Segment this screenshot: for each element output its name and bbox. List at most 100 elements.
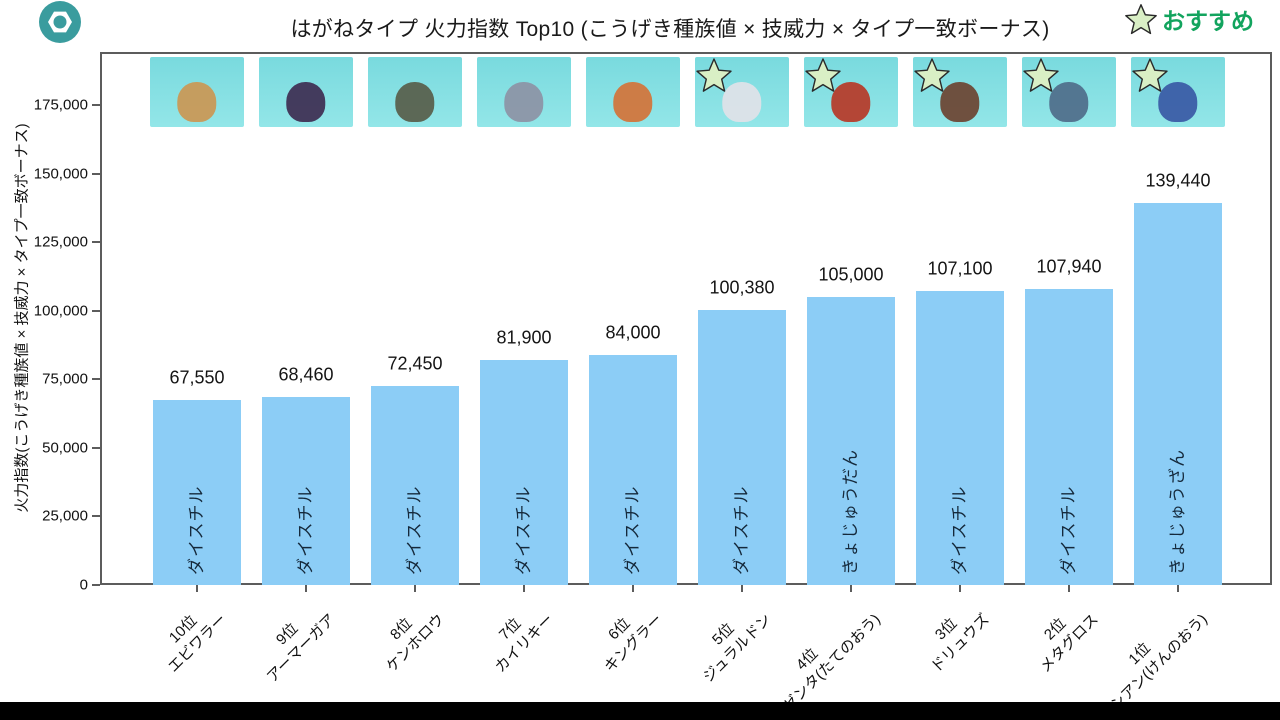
- x-category-text: 2位 メタグロス: [1036, 611, 1103, 677]
- y-tick-label: 0: [79, 576, 88, 594]
- bar-メタグロス: [1025, 288, 1113, 585]
- bar-ザシアン(けんのおう): [1134, 202, 1222, 585]
- star-icon: [805, 58, 841, 92]
- app-logo: [38, 0, 82, 44]
- x-tick-mark: [959, 585, 961, 592]
- x-tick-mark: [414, 585, 416, 592]
- recommend-legend: おすすめ: [1124, 2, 1254, 36]
- x-tick-mark: [632, 585, 634, 592]
- x-tick-mark: [741, 585, 743, 592]
- move-name-label: ダイスチル: [950, 485, 969, 576]
- y-tick-label: 100,000: [33, 302, 88, 320]
- bar-キングラー: [589, 354, 677, 585]
- bar-value-label: 68,460: [278, 364, 334, 385]
- y-tick-label: 25,000: [42, 507, 88, 525]
- x-category-text: 10位 エビワラー: [164, 611, 231, 677]
- bar-value-label: 107,940: [1036, 256, 1102, 277]
- recommended-star: [695, 57, 733, 94]
- pokemon-sprite: [1049, 81, 1089, 123]
- bar-value-label: 67,550: [169, 367, 225, 388]
- y-tick-label: 75,000: [42, 370, 88, 388]
- bar-value-label: 81,900: [496, 327, 552, 348]
- chart-title: はがねタイプ 火力指数 Top10 (こうげき種族値 × 技威力 × タイプ一致…: [290, 18, 1050, 41]
- y-tick-label: 175,000: [33, 96, 88, 114]
- pokemon-image-カイリキー: [477, 57, 571, 127]
- pokemon-image-ドリュウズ: [913, 57, 1007, 127]
- pokemon-image-エビワラー: [150, 57, 244, 127]
- move-name-label: きょじゅうざん: [1168, 449, 1187, 575]
- pokemon-image-ジュラルドン: [695, 57, 789, 127]
- bar-value-label: 139,440: [1145, 170, 1211, 191]
- pokemon-image-アーマーガア: [259, 57, 353, 127]
- legend-label: おすすめ: [1162, 8, 1254, 34]
- pokemon-image-キングラー: [586, 57, 680, 127]
- y-tick-mark: [92, 515, 100, 518]
- star-icon: [914, 58, 950, 92]
- star-icon: [1023, 58, 1059, 92]
- recommended-star: [913, 57, 951, 94]
- pokemon-sprite: [395, 81, 435, 123]
- x-category-text: 6位 キングラー: [601, 611, 667, 676]
- y-tick-mark: [92, 172, 100, 175]
- y-tick-mark: [92, 241, 100, 244]
- x-tick-mark: [1068, 585, 1070, 592]
- move-name-label: ダイスチル: [405, 485, 424, 576]
- y-tick-mark: [92, 446, 100, 449]
- pokemon-image-ザマゼンタ(たてのおう): [804, 57, 898, 127]
- pokemon-image-ケンホロウ: [368, 57, 462, 127]
- pokemon-sprite: [286, 81, 326, 123]
- y-tick-mark: [92, 309, 100, 312]
- star-icon: [1132, 58, 1168, 92]
- recommended-star: [804, 57, 842, 94]
- recommended-star: [1022, 57, 1060, 94]
- x-category-text: 8位 ケンホロウ: [383, 611, 449, 676]
- pokemon-sprite: [177, 81, 217, 123]
- move-name-label: ダイスチル: [514, 485, 533, 576]
- x-category-text: 9位 アーマーガア: [264, 611, 340, 687]
- move-name-label: ダイスチル: [623, 485, 642, 576]
- x-category-text: 7位 カイリキー: [491, 611, 558, 677]
- recommended-star: [1131, 57, 1169, 94]
- move-name-label: ダイスチル: [732, 485, 751, 576]
- pokemon-sprite: [613, 81, 653, 123]
- bar-ジュラルドン: [698, 309, 786, 585]
- letterbox-bar: [0, 702, 1280, 720]
- star-icon: [1125, 3, 1157, 34]
- bar-アーマーガア: [262, 397, 350, 585]
- bar-value-label: 100,380: [709, 277, 775, 298]
- pokemon-sprite: [940, 81, 980, 123]
- y-tick-label: 125,000: [33, 233, 88, 251]
- nut-icon: [39, 1, 81, 43]
- y-axis-title: 火力指数(こうげき種族値 × 技威力 × タイプ一致ボーナス): [13, 123, 31, 513]
- star-icon: [696, 58, 732, 92]
- bar-value-label: 84,000: [605, 322, 661, 343]
- bar-value-label: 72,450: [387, 353, 443, 374]
- x-tick-mark: [850, 585, 852, 592]
- x-tick-mark: [196, 585, 198, 592]
- x-tick-mark: [523, 585, 525, 592]
- bar-ケンホロウ: [371, 386, 459, 585]
- pokemon-sprite: [831, 81, 871, 123]
- pokemon-sprite: [504, 81, 544, 123]
- bar-カイリキー: [480, 360, 568, 585]
- pokemon-image-ザシアン(けんのおう): [1131, 57, 1225, 127]
- x-category-text: 3位 ドリュウズ: [927, 611, 994, 677]
- y-tick-mark: [92, 584, 100, 586]
- move-name-label: ダイスチル: [1059, 485, 1078, 576]
- x-tick-mark: [305, 585, 307, 592]
- bar-ドリュウズ: [916, 291, 1004, 585]
- y-tick-mark: [92, 104, 100, 106]
- x-category-text: 5位 ジュラルドン: [700, 611, 776, 686]
- y-tick-label: 150,000: [33, 165, 88, 183]
- bar-value-label: 105,000: [818, 264, 884, 285]
- bar-value-label: 107,100: [927, 258, 993, 279]
- pokemon-sprite: [722, 81, 762, 123]
- y-tick-label: 50,000: [42, 439, 88, 457]
- bar-ザマゼンタ(たてのおう): [807, 297, 895, 585]
- bar-エビワラー: [153, 399, 241, 585]
- move-name-label: きょじゅうだん: [841, 449, 860, 575]
- pokemon-image-メタグロス: [1022, 57, 1116, 127]
- move-name-label: ダイスチル: [187, 485, 206, 576]
- x-tick-mark: [1177, 585, 1179, 592]
